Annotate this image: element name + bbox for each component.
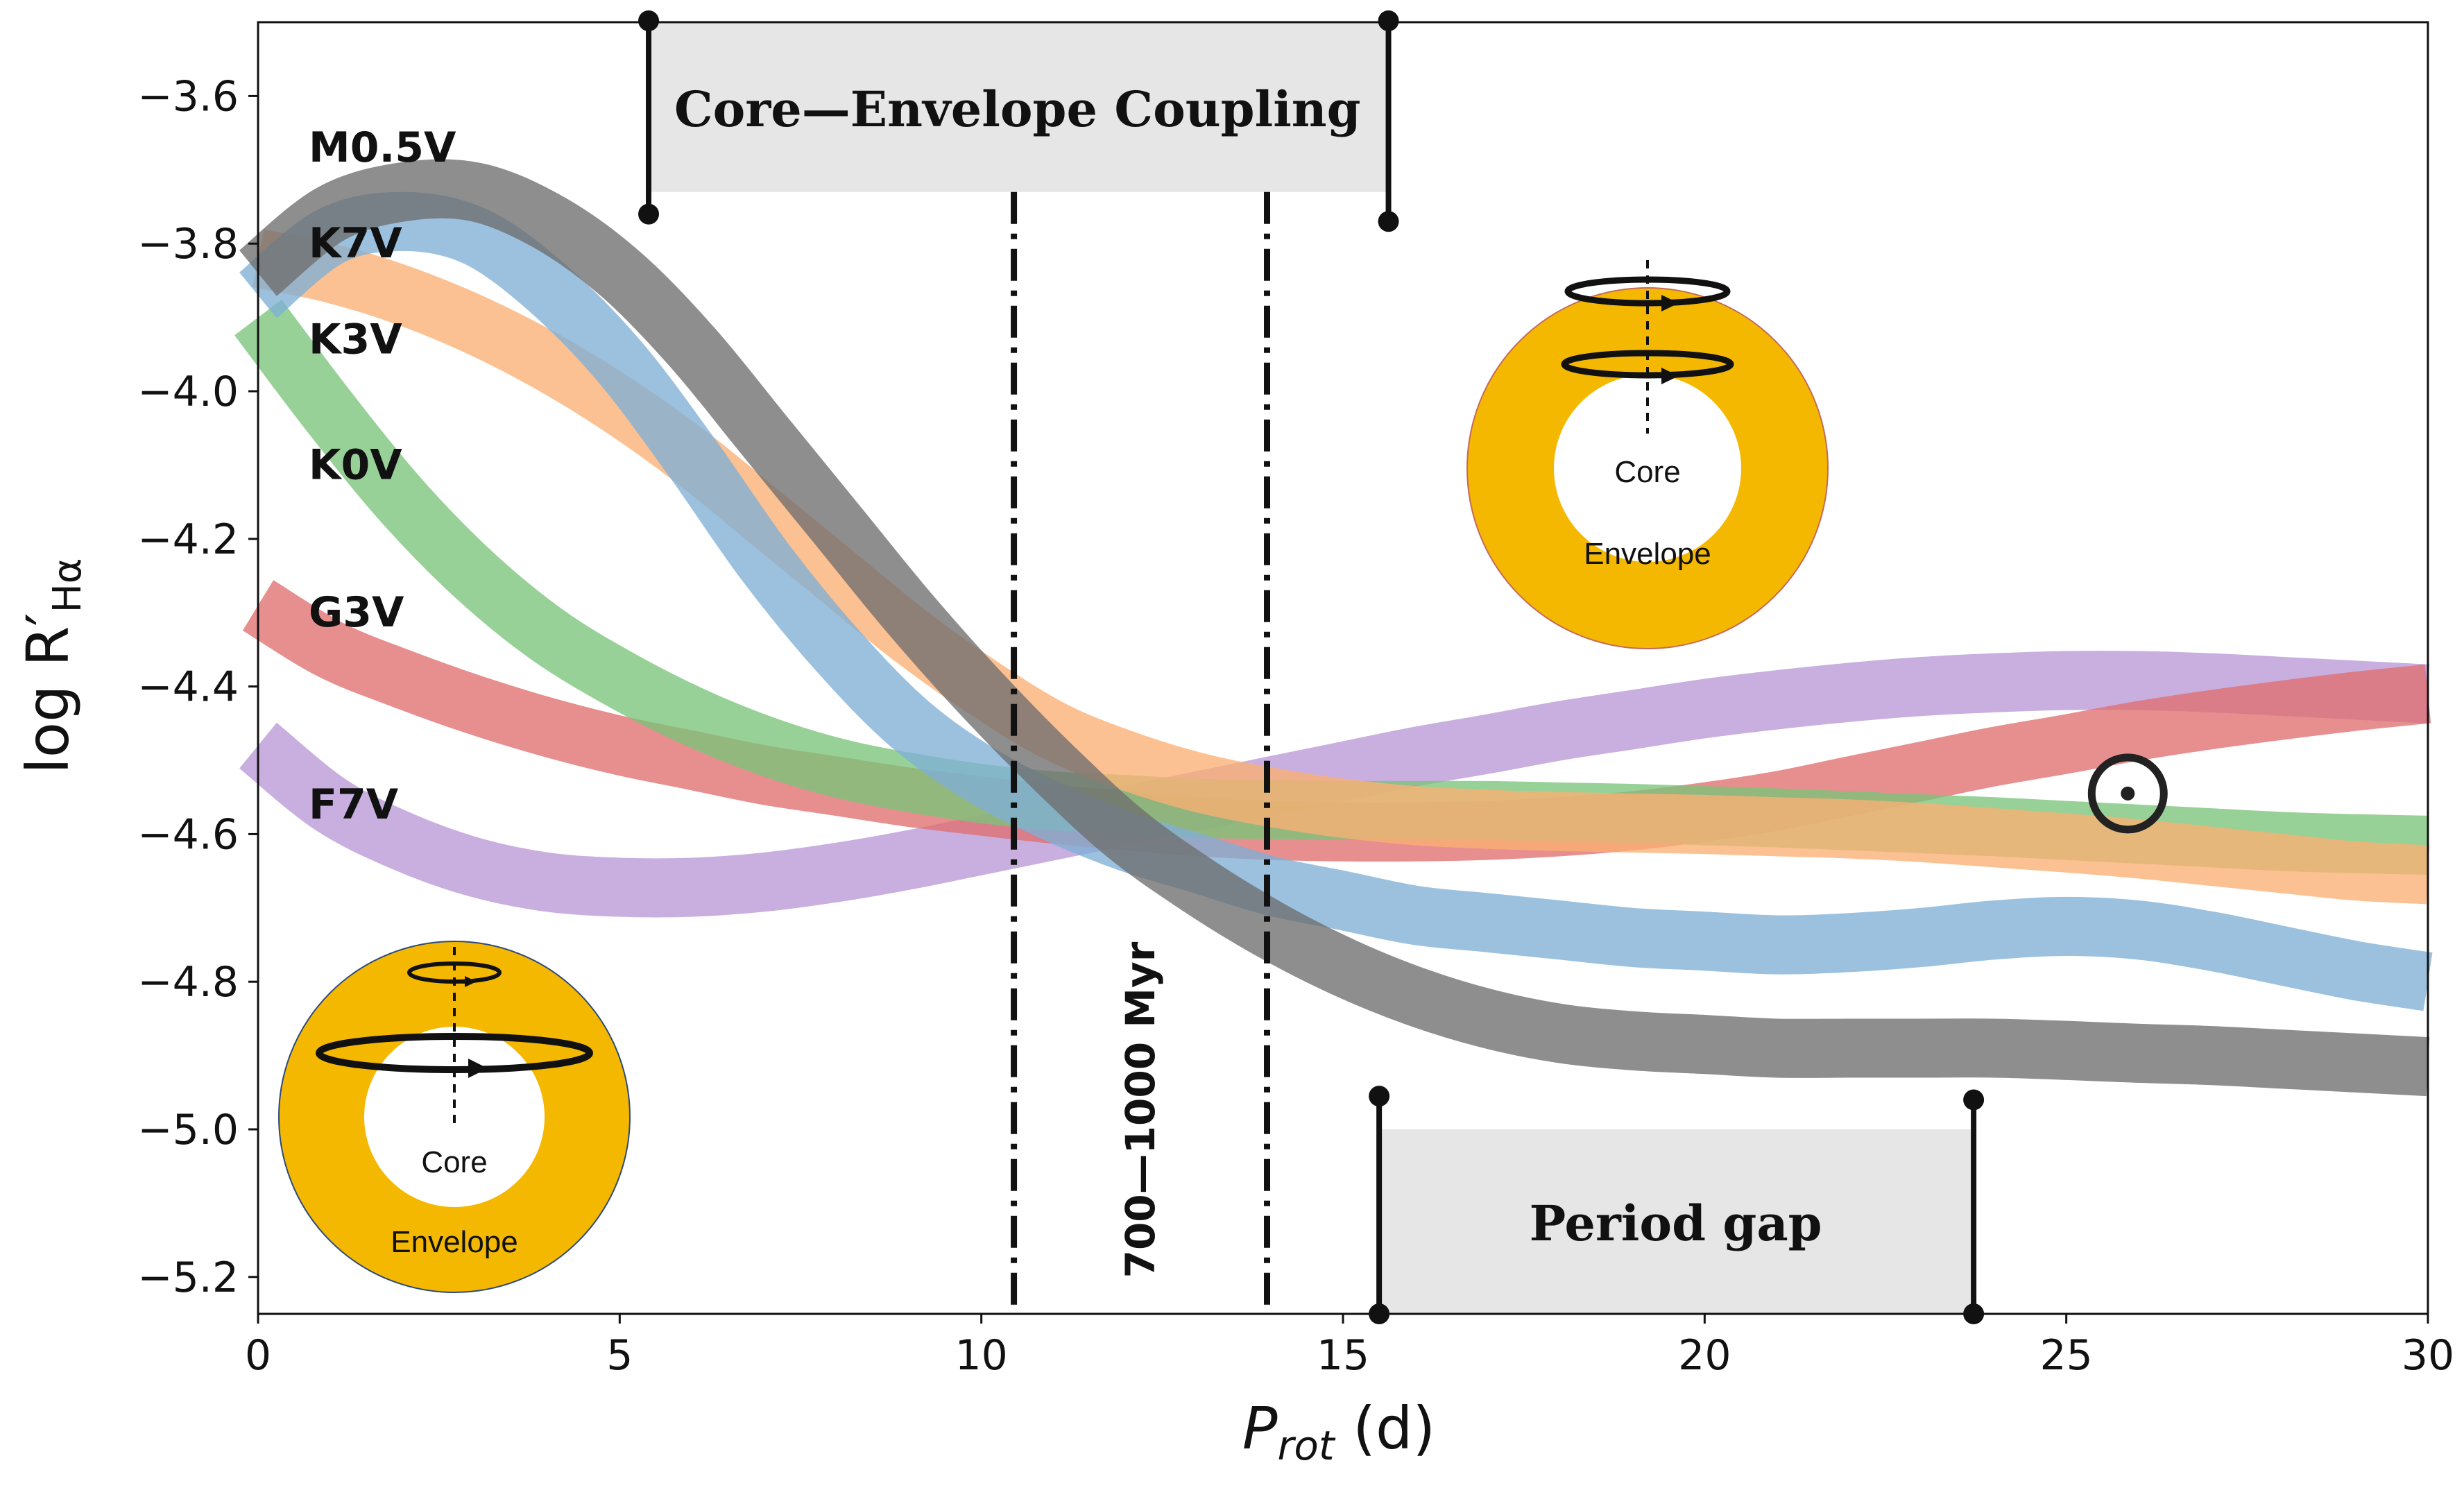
sun-symbol-dot: [2121, 786, 2135, 801]
coupling-region: [649, 22, 1387, 192]
y-axis-ticks: −3.6 −3.8 −4.0 −4.2 −4.4 −4.6 −4.8 −5.0 −5.2: [137, 72, 258, 1302]
y-axis-title: log R′Hα: [14, 558, 90, 773]
coupling-region-label: Core—Envelope Coupling: [674, 80, 1361, 138]
core-envelope-diagram-fast: Core Envelope: [1466, 260, 1829, 649]
envelope-rotation-arrow-icon: [1620, 295, 1679, 311]
envelope-rotation-arrow-icon: [444, 976, 477, 987]
region-markers: [638, 10, 1985, 1324]
series-band-M0.5V: [239, 159, 2430, 1097]
series-label-F7V: F7V: [309, 780, 399, 829]
core-rotation-ring: [316, 1033, 593, 1073]
sun-symbol-ring: [2087, 753, 2168, 834]
y-tick-label: −4.2: [137, 515, 239, 564]
series-bands: [234, 159, 2433, 1097]
x-tick-label: 30: [2402, 1331, 2454, 1380]
x-axis-title: Prot (d): [1242, 1394, 1435, 1469]
x-tick-label: 5: [606, 1331, 633, 1380]
period-gap-label: Period gap: [1530, 1195, 1822, 1252]
y-tick-label: −4.0: [137, 368, 239, 416]
x-tick-label: 0: [245, 1331, 271, 1380]
core-envelope-diagram-slow: Core Envelope: [278, 941, 631, 1293]
core-label: Core: [1614, 455, 1680, 489]
series-label-M0.5V: M0.5V: [309, 123, 456, 172]
series-label-K7V: K7V: [309, 219, 402, 268]
age-boundary-lines: [1011, 191, 1271, 1314]
series-band-K7V: [239, 191, 2433, 1011]
envelope-label: Envelope: [391, 1225, 517, 1259]
coupling-right-pin-top-dot: [1378, 10, 1399, 31]
x-tick-label: 15: [1317, 1331, 1369, 1380]
series-label-K0V: K0V: [309, 440, 402, 489]
coupling-left-pin-bottom-dot: [638, 203, 660, 225]
envelope-label: Envelope: [1584, 537, 1711, 571]
x-tick-label: 25: [2039, 1331, 2092, 1380]
period-gap-region: [1379, 1129, 1973, 1314]
y-tick-label: −5.2: [137, 1254, 239, 1302]
y-tick-label: −3.6: [137, 72, 239, 121]
series-label-K3V: K3V: [309, 316, 402, 364]
core-shape: [1554, 375, 1741, 562]
x-tick-label: 20: [1678, 1331, 1731, 1380]
y-tick-label: −5.0: [137, 1106, 239, 1154]
coupling-right-pin-bottom-dot: [1378, 211, 1399, 232]
shaded-regions: [649, 22, 1973, 1314]
core-rotation-arrow-icon: [1620, 368, 1679, 384]
period-gap-left-pin-top-dot: [1369, 1086, 1390, 1107]
period-gap-right-pin-top-dot: [1963, 1089, 1985, 1111]
series-band-F7V: [239, 651, 2429, 918]
x-axis-ticks: 0 5 10 15 20 25 30: [245, 1314, 2454, 1380]
age-range-label: 700—1000 Myr: [1117, 941, 1164, 1278]
core-rotation-arrow-icon: [427, 1059, 488, 1078]
core-label: Core: [421, 1145, 487, 1179]
coupling-left-pin-top-dot: [638, 10, 660, 31]
y-tick-label: −4.8: [137, 958, 239, 1007]
x-tick-label: 10: [955, 1331, 1007, 1380]
series-label-G3V: G3V: [309, 588, 404, 637]
y-tick-label: −4.6: [137, 810, 239, 859]
series-labels: F7V G3V K0V K3V K7V M0.5V: [309, 123, 456, 829]
annotations: Core—Envelope Coupling Period gap 700—1000…: [674, 80, 1822, 1278]
y-tick-label: −3.8: [137, 220, 239, 268]
sun-marker: [2087, 753, 2168, 834]
y-tick-label: −4.4: [137, 663, 239, 712]
